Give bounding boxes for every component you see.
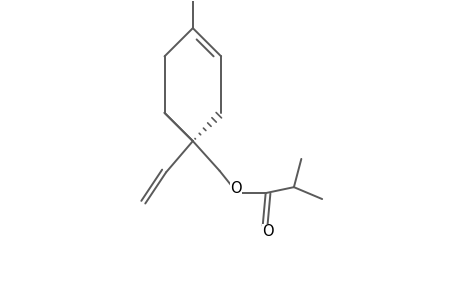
Text: O: O — [262, 224, 273, 238]
Text: O: O — [230, 181, 241, 196]
